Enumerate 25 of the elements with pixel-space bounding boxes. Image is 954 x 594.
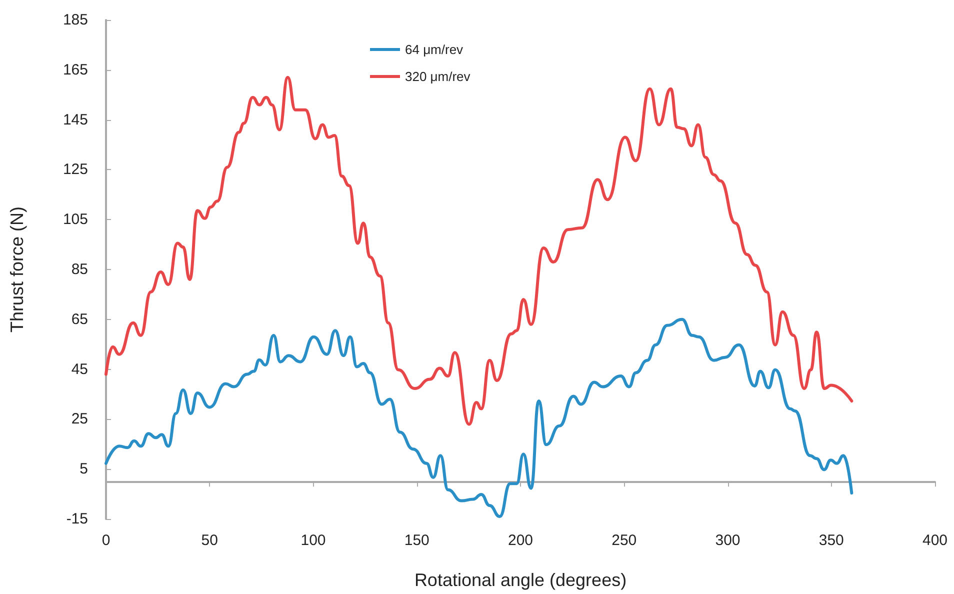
y-tick-label: 165 <box>62 61 88 78</box>
y-tick-label: 185 <box>62 12 88 28</box>
x-tick-label: 50 <box>201 532 218 549</box>
y-tick-label: -15 <box>66 510 88 528</box>
x-axis-title: Rotational angle (degrees) <box>414 570 627 590</box>
y-tick-label: 125 <box>62 161 88 178</box>
legend-label: 320 μm/rev <box>405 69 471 84</box>
y-tick-label: 85 <box>71 261 88 278</box>
legend-label: 64 μm/rev <box>405 42 464 57</box>
y-tick-label: 145 <box>62 111 88 128</box>
x-tick-label: 250 <box>612 532 637 549</box>
y-tick-label: 45 <box>71 360 88 378</box>
y-tick-label: 105 <box>62 211 88 228</box>
line-series <box>104 318 854 518</box>
x-tick-label: 150 <box>404 532 430 549</box>
x-tick-label: 300 <box>715 532 740 549</box>
x-tick-label: 100 <box>300 532 326 549</box>
x-tick-label: 350 <box>818 532 844 549</box>
x-tick-label: 200 <box>508 532 534 549</box>
y-axis-title: Thrust force (N) <box>7 206 27 333</box>
y-tick-label: 5 <box>80 460 88 478</box>
y-tick-label: 25 <box>71 410 88 428</box>
x-tick-label: 0 <box>102 532 110 549</box>
y-tick-label: 65 <box>71 310 88 328</box>
x-tick-label: 400 <box>922 532 948 549</box>
